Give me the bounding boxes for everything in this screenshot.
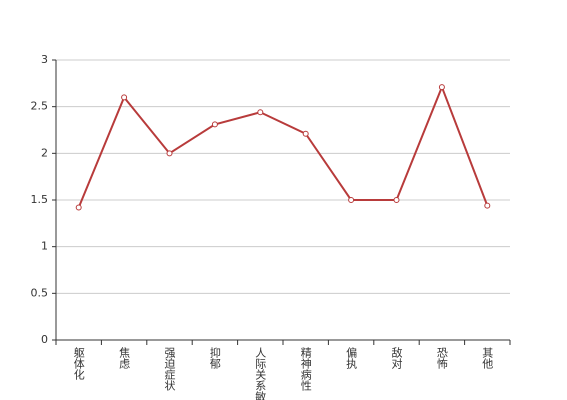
x-tick-label: 恐怖 <box>435 347 448 369</box>
point <box>166 150 173 157</box>
point <box>75 204 82 211</box>
point <box>484 202 491 209</box>
x-tick-label: 强迫症状 <box>163 347 176 391</box>
x-tick-label: 人际关系敏感 <box>254 347 267 400</box>
x-tick-label: 抑郁 <box>208 346 221 369</box>
point <box>211 121 218 128</box>
point <box>302 130 309 137</box>
point <box>257 109 264 116</box>
point <box>121 94 128 101</box>
y-tick-label: 0 <box>41 333 48 346</box>
line <box>77 84 489 208</box>
x-tick-label: 精神病性 <box>299 347 312 392</box>
y-tick-label: 1 <box>41 240 48 253</box>
y-tick-label: 1.5 <box>31 193 49 206</box>
point <box>438 84 445 91</box>
x-tick-label: 其他 <box>481 347 494 369</box>
x-tick-label: 焦虑 <box>118 347 131 369</box>
x-tick-label: 躯体化 <box>72 347 85 381</box>
x-tick-label: 偏执 <box>345 346 358 370</box>
x-tick-label: 敌对 <box>390 346 403 369</box>
point <box>348 197 355 203</box>
y-tick-label: 3 <box>41 53 48 66</box>
y-tick-label: 2.5 <box>31 100 49 113</box>
y-tick-label: 2 <box>41 146 48 159</box>
point <box>393 197 400 203</box>
y-tick-label: 0.5 <box>31 286 49 299</box>
